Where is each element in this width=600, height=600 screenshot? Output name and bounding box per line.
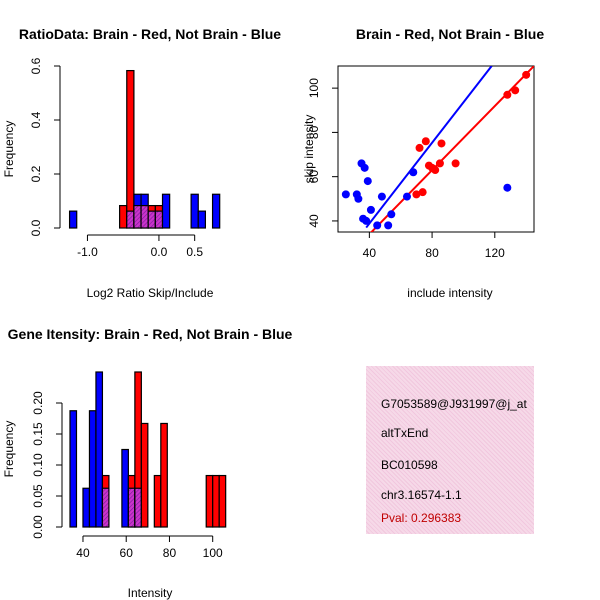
- x-tick-label: 80: [425, 246, 439, 260]
- scatter-panel: Brain - Red, Not Brain - Blue include in…: [302, 26, 544, 300]
- y-tick-label: 0.15: [31, 422, 45, 446]
- brain-bar: [205, 474, 214, 528]
- not-brain-point: [360, 163, 369, 172]
- y-tick-label: 40: [307, 214, 321, 228]
- brain-point: [437, 139, 446, 148]
- not-brain-point: [384, 221, 393, 230]
- not-brain-fit-line: [365, 66, 493, 229]
- y-tick-label: 0.20: [31, 391, 45, 415]
- y-tick-label: 0.0: [29, 219, 43, 236]
- brain-point: [503, 90, 512, 99]
- brain-point: [421, 137, 430, 146]
- x-tick-label: 0.5: [186, 245, 203, 259]
- brain-point: [522, 70, 531, 79]
- y-tick-label: 0.00: [31, 515, 45, 539]
- overlap-bar: [140, 204, 149, 229]
- not-brain-point: [363, 177, 372, 186]
- x-tick-label: 120: [485, 246, 505, 260]
- x-tick-label: 0.0: [151, 245, 168, 259]
- y-tick-label: 0.2: [29, 165, 43, 182]
- brain-point: [415, 143, 424, 152]
- y-tick-label: 80: [307, 125, 321, 139]
- brain-bar: [160, 422, 168, 528]
- not-brain-bar: [69, 410, 78, 528]
- overlap-bar: [147, 210, 156, 229]
- not-brain-bar: [121, 448, 129, 528]
- x-tick-label: -1.0: [77, 245, 98, 259]
- not-brain-point: [373, 221, 382, 230]
- brain-fit-line: [370, 66, 534, 232]
- scatter-plot-box: [337, 65, 535, 233]
- overlap-bar: [101, 487, 110, 528]
- scatter-xlabel: include intensity: [407, 286, 492, 300]
- not-brain-bar: [68, 210, 78, 229]
- not-brain-point: [362, 216, 371, 225]
- brain-point: [435, 159, 444, 168]
- brain-bar: [119, 204, 128, 229]
- not-brain-bar: [95, 371, 104, 528]
- intensity-histogram-xlabel: Intensity: [128, 586, 173, 600]
- brain-point: [412, 190, 421, 199]
- brain-bar: [126, 69, 135, 229]
- not-brain-bar: [88, 410, 97, 528]
- not-brain-bar: [197, 210, 207, 229]
- brain-point: [418, 188, 427, 197]
- intensity-histogram-ylabel: Frequency: [2, 421, 16, 478]
- accession-text: BC010598: [381, 458, 438, 472]
- brain-bar: [218, 474, 227, 528]
- intensity-histogram-panel: Gene Itensity: Brain - Red, Not Brain - …: [2, 326, 293, 600]
- y-tick-label: 100: [307, 78, 321, 98]
- ratio-histogram-title: RatioData: Brain - Red, Not Brain - Blue: [19, 26, 281, 42]
- ratio-histogram-xlabel: Log2 Ratio Skip/Include: [87, 286, 214, 300]
- not-brain-bar: [161, 193, 171, 229]
- y-tick-label: 0.05: [31, 484, 45, 508]
- not-brain-point: [354, 194, 363, 203]
- not-brain-point: [377, 192, 386, 201]
- not-brain-point: [366, 205, 375, 214]
- ratio-histogram-ylabel: Frequency: [2, 121, 16, 178]
- not-brain-bar: [82, 487, 91, 528]
- event-type-text: altTxEnd: [381, 426, 429, 440]
- overlap-bar: [154, 210, 164, 229]
- ratio-histogram-panel: RatioData: Brain - Red, Not Brain - Blue…: [2, 26, 281, 300]
- x-tick-label: 100: [203, 546, 223, 560]
- brain-point: [431, 166, 440, 175]
- x-tick-label: 40: [76, 546, 90, 560]
- intensity-histogram-title: Gene Itensity: Brain - Red, Not Brain - …: [8, 326, 293, 342]
- y-tick-label: 0.4: [29, 111, 43, 128]
- brain-bar: [140, 422, 149, 528]
- overlap-bar: [134, 487, 142, 528]
- not-brain-bar: [190, 193, 199, 229]
- scatter-ylabel: skip intensity: [302, 115, 316, 184]
- x-tick-label: 80: [163, 546, 177, 560]
- x-tick-label: 40: [363, 246, 377, 260]
- brain-point: [511, 86, 520, 95]
- probe-info-panel: G7053589@J931997@j_at altTxEnd BC010598 …: [366, 366, 534, 534]
- brain-bar: [212, 474, 220, 528]
- x-tick-label: 60: [120, 546, 134, 560]
- not-brain-point: [409, 168, 418, 177]
- not-brain-point: [341, 190, 350, 199]
- not-brain-point: [503, 183, 512, 192]
- not-brain-point: [402, 192, 411, 201]
- not-brain-point: [387, 210, 396, 219]
- not-brain-bar: [211, 193, 221, 229]
- scatter-title: Brain - Red, Not Brain - Blue: [356, 26, 544, 42]
- pval-text: Pval: 0.296383: [381, 511, 462, 525]
- probe-id-text: G7053589@J931997@j_at: [381, 397, 527, 411]
- overlap-bar: [127, 487, 136, 528]
- y-tick-label: 60: [307, 170, 321, 184]
- y-tick-label: 0.6: [29, 57, 43, 74]
- overlap-bar: [126, 210, 135, 229]
- brain-point: [451, 159, 460, 168]
- y-tick-label: 0.10: [31, 453, 45, 477]
- brain-bar: [153, 474, 162, 528]
- cluster-id-text: chr3.16574-1.1: [381, 488, 462, 502]
- overlap-bar: [133, 204, 142, 229]
